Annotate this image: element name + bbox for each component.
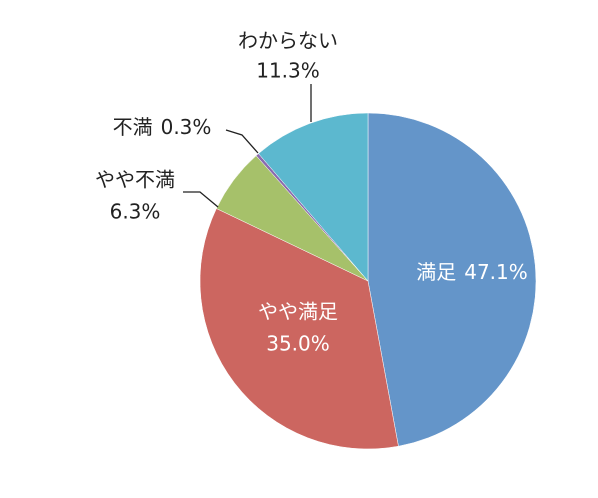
value-label: 47.1%: [464, 260, 528, 284]
value-label: 35.0%: [266, 332, 330, 356]
value-label: 6.3%: [110, 200, 161, 224]
data-label: 不満 0.3%: [113, 115, 212, 139]
category-label: やや満足: [258, 300, 338, 324]
category-label: やや不満: [95, 168, 175, 192]
value-label: 0.3%: [161, 115, 212, 139]
pie-slice: [199, 208, 399, 450]
value-label: 11.3%: [256, 59, 320, 83]
leader-line: [183, 191, 219, 208]
pie: [199, 112, 537, 450]
data-label: 満足 47.1%: [416, 260, 528, 284]
category-label: 不満: [113, 115, 153, 139]
pie-slice: [367, 112, 537, 447]
pie-slice: [258, 112, 369, 282]
leader-line: [225, 129, 259, 154]
category-label: 満足: [416, 260, 456, 284]
category-label: わからない: [238, 29, 338, 53]
